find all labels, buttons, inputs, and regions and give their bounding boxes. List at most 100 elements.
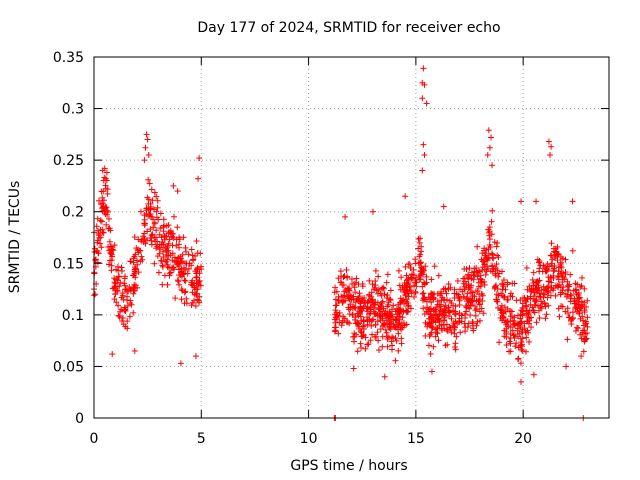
- data-point: [166, 270, 173, 277]
- data-point: [336, 309, 343, 316]
- data-point: [536, 257, 543, 264]
- data-point: [398, 297, 405, 304]
- data-point: [518, 339, 525, 346]
- data-point: [166, 236, 173, 243]
- data-point: [405, 278, 412, 285]
- data-point: [134, 247, 141, 254]
- data-point: [344, 273, 351, 280]
- data-point: [432, 333, 439, 340]
- data-point: [191, 284, 198, 291]
- data-point: [397, 286, 404, 293]
- data-point: [394, 326, 401, 333]
- data-point: [130, 259, 137, 266]
- data-point: [419, 167, 426, 174]
- data-point: [461, 286, 468, 293]
- data-point: [408, 274, 415, 281]
- data-point: [156, 250, 163, 257]
- data-point: [574, 281, 581, 288]
- data-point: [122, 306, 129, 313]
- data-point: [450, 320, 457, 327]
- data-point: [349, 281, 356, 288]
- data-point: [390, 335, 397, 342]
- data-point: [504, 281, 511, 288]
- data-point: [102, 175, 109, 182]
- data-point: [169, 257, 176, 264]
- data-point: [574, 308, 581, 315]
- data-point: [194, 274, 201, 281]
- data-point: [165, 240, 172, 247]
- y-tick-label: 0: [75, 411, 84, 427]
- data-point: [367, 304, 374, 311]
- data-point: [573, 297, 580, 304]
- data-point: [454, 277, 461, 284]
- data-point: [157, 225, 164, 232]
- data-point: [380, 285, 387, 292]
- data-point: [528, 324, 535, 331]
- data-point: [418, 268, 425, 275]
- data-point: [375, 273, 382, 280]
- data-point: [500, 276, 507, 283]
- data-point: [538, 298, 545, 305]
- data-point: [503, 342, 510, 349]
- data-point: [440, 317, 447, 324]
- x-axis-label: GPS time / hours: [290, 458, 407, 474]
- data-point: [169, 242, 176, 249]
- data-point: [105, 225, 112, 232]
- data-point: [379, 298, 386, 305]
- data-point: [462, 324, 469, 331]
- data-point: [554, 283, 561, 290]
- data-point: [421, 151, 428, 158]
- data-point: [352, 299, 359, 306]
- data-point: [366, 311, 373, 318]
- data-point: [403, 321, 410, 328]
- data-point: [349, 311, 356, 318]
- data-point: [494, 304, 501, 311]
- data-point: [403, 308, 410, 315]
- data-point: [149, 231, 156, 238]
- data-point: [372, 267, 379, 274]
- data-point: [332, 327, 339, 334]
- data-point: [98, 244, 105, 251]
- data-point: [374, 318, 381, 325]
- data-point: [137, 208, 144, 215]
- data-point: [353, 331, 360, 338]
- data-point: [579, 330, 586, 337]
- data-point: [562, 308, 569, 315]
- data-point: [111, 285, 118, 292]
- data-point: [456, 301, 463, 308]
- data-point: [374, 329, 381, 336]
- data-point: [489, 207, 496, 214]
- data-point: [564, 278, 571, 285]
- data-point: [117, 308, 124, 315]
- data-point: [517, 335, 524, 342]
- data-point: [195, 281, 202, 288]
- data-point: [153, 193, 160, 200]
- data-point: [419, 95, 426, 102]
- data-point: [577, 315, 584, 322]
- data-point: [559, 279, 566, 286]
- data-point: [98, 201, 105, 208]
- data-point: [430, 295, 437, 302]
- data-point: [354, 296, 361, 303]
- data-point: [155, 269, 162, 276]
- data-point: [160, 253, 167, 260]
- data-point: [357, 300, 364, 307]
- data-point: [509, 327, 516, 334]
- y-tick-label: 0.15: [53, 256, 84, 272]
- data-point: [388, 338, 395, 345]
- data-point: [196, 277, 203, 284]
- data-point: [580, 348, 587, 355]
- data-point: [577, 283, 584, 290]
- data-point: [377, 290, 384, 297]
- y-tick-label: 0.2: [62, 205, 84, 221]
- data-point: [485, 246, 492, 253]
- data-point: [535, 307, 542, 314]
- data-point: [130, 290, 137, 297]
- data-point: [343, 319, 350, 326]
- data-point: [481, 278, 488, 285]
- data-point: [397, 313, 404, 320]
- data-point: [175, 244, 182, 251]
- data-point: [482, 271, 489, 278]
- data-point: [517, 296, 524, 303]
- data-point: [500, 309, 507, 316]
